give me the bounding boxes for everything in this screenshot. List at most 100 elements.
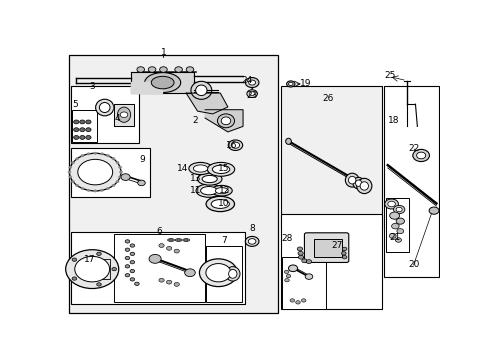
Circle shape bbox=[248, 239, 255, 244]
Circle shape bbox=[125, 248, 129, 251]
Circle shape bbox=[166, 280, 171, 284]
Circle shape bbox=[119, 176, 122, 178]
Ellipse shape bbox=[212, 165, 229, 174]
Circle shape bbox=[284, 270, 288, 274]
Ellipse shape bbox=[144, 73, 181, 93]
Ellipse shape bbox=[190, 81, 211, 99]
Bar bbox=[114, 234, 205, 302]
Circle shape bbox=[416, 152, 425, 159]
Ellipse shape bbox=[99, 103, 110, 112]
Circle shape bbox=[97, 252, 101, 256]
Circle shape bbox=[384, 199, 398, 209]
Text: 13: 13 bbox=[189, 174, 201, 183]
Ellipse shape bbox=[355, 180, 361, 186]
Bar bbox=[281, 257, 325, 309]
Circle shape bbox=[78, 159, 112, 185]
Circle shape bbox=[130, 261, 134, 264]
Circle shape bbox=[175, 67, 182, 72]
Text: 21: 21 bbox=[389, 233, 400, 242]
Circle shape bbox=[246, 90, 257, 98]
Text: 23: 23 bbox=[246, 91, 258, 100]
Ellipse shape bbox=[211, 199, 229, 208]
Circle shape bbox=[387, 201, 395, 207]
Text: 4: 4 bbox=[114, 113, 120, 122]
Circle shape bbox=[94, 152, 97, 154]
Text: 3: 3 bbox=[89, 82, 95, 91]
Circle shape bbox=[69, 176, 72, 178]
Text: 15: 15 bbox=[218, 164, 229, 173]
Circle shape bbox=[396, 229, 403, 234]
Circle shape bbox=[72, 258, 77, 261]
Text: 19: 19 bbox=[299, 80, 311, 89]
Circle shape bbox=[159, 244, 164, 247]
Text: 2: 2 bbox=[192, 116, 198, 125]
Ellipse shape bbox=[200, 186, 217, 195]
Circle shape bbox=[148, 67, 156, 72]
Text: 17: 17 bbox=[83, 256, 95, 265]
Ellipse shape bbox=[205, 196, 234, 212]
Ellipse shape bbox=[217, 114, 234, 128]
Circle shape bbox=[125, 256, 129, 260]
Text: 1: 1 bbox=[160, 48, 166, 57]
Circle shape bbox=[284, 279, 289, 282]
Circle shape bbox=[245, 77, 259, 87]
Polygon shape bbox=[97, 259, 110, 279]
Circle shape bbox=[285, 274, 290, 278]
Circle shape bbox=[120, 112, 127, 117]
Circle shape bbox=[125, 240, 129, 243]
Ellipse shape bbox=[288, 82, 292, 86]
Circle shape bbox=[301, 299, 305, 302]
Text: 8: 8 bbox=[249, 224, 254, 233]
Ellipse shape bbox=[117, 107, 130, 122]
Text: 20: 20 bbox=[407, 261, 418, 269]
Circle shape bbox=[81, 155, 84, 157]
Text: 22: 22 bbox=[408, 144, 419, 153]
Circle shape bbox=[342, 247, 346, 251]
Circle shape bbox=[125, 265, 129, 268]
Circle shape bbox=[85, 128, 91, 132]
Circle shape bbox=[116, 180, 119, 183]
Text: 7: 7 bbox=[221, 235, 226, 244]
Circle shape bbox=[75, 184, 79, 186]
Circle shape bbox=[119, 171, 122, 173]
Ellipse shape bbox=[176, 239, 180, 241]
Ellipse shape bbox=[184, 239, 188, 241]
Polygon shape bbox=[205, 110, 243, 132]
Circle shape bbox=[106, 155, 109, 157]
Ellipse shape bbox=[167, 239, 174, 242]
Bar bbox=[71, 232, 244, 304]
Circle shape bbox=[388, 233, 395, 238]
Circle shape bbox=[94, 190, 97, 192]
Circle shape bbox=[75, 256, 109, 282]
Circle shape bbox=[391, 223, 398, 229]
Ellipse shape bbox=[348, 176, 355, 184]
Circle shape bbox=[72, 277, 77, 280]
Circle shape bbox=[106, 187, 109, 189]
Circle shape bbox=[288, 265, 297, 271]
Bar bbox=[280, 86, 382, 229]
Circle shape bbox=[130, 269, 134, 273]
Ellipse shape bbox=[193, 165, 207, 172]
Circle shape bbox=[248, 80, 255, 85]
Circle shape bbox=[342, 256, 346, 259]
Circle shape bbox=[112, 184, 115, 186]
Circle shape bbox=[137, 67, 144, 72]
Circle shape bbox=[100, 153, 103, 155]
Circle shape bbox=[295, 301, 300, 304]
Circle shape bbox=[71, 162, 74, 164]
Circle shape bbox=[85, 120, 91, 124]
Circle shape bbox=[87, 189, 90, 192]
Ellipse shape bbox=[196, 184, 222, 197]
Circle shape bbox=[174, 283, 179, 286]
Circle shape bbox=[130, 244, 134, 247]
Circle shape bbox=[298, 255, 303, 259]
Polygon shape bbox=[114, 104, 134, 126]
Text: 16: 16 bbox=[225, 141, 237, 150]
Text: 9: 9 bbox=[140, 155, 145, 164]
Text: 14: 14 bbox=[176, 164, 188, 173]
Circle shape bbox=[87, 153, 90, 155]
Text: 5: 5 bbox=[73, 100, 78, 109]
Circle shape bbox=[297, 247, 302, 251]
Circle shape bbox=[412, 149, 428, 162]
Circle shape bbox=[112, 158, 115, 160]
